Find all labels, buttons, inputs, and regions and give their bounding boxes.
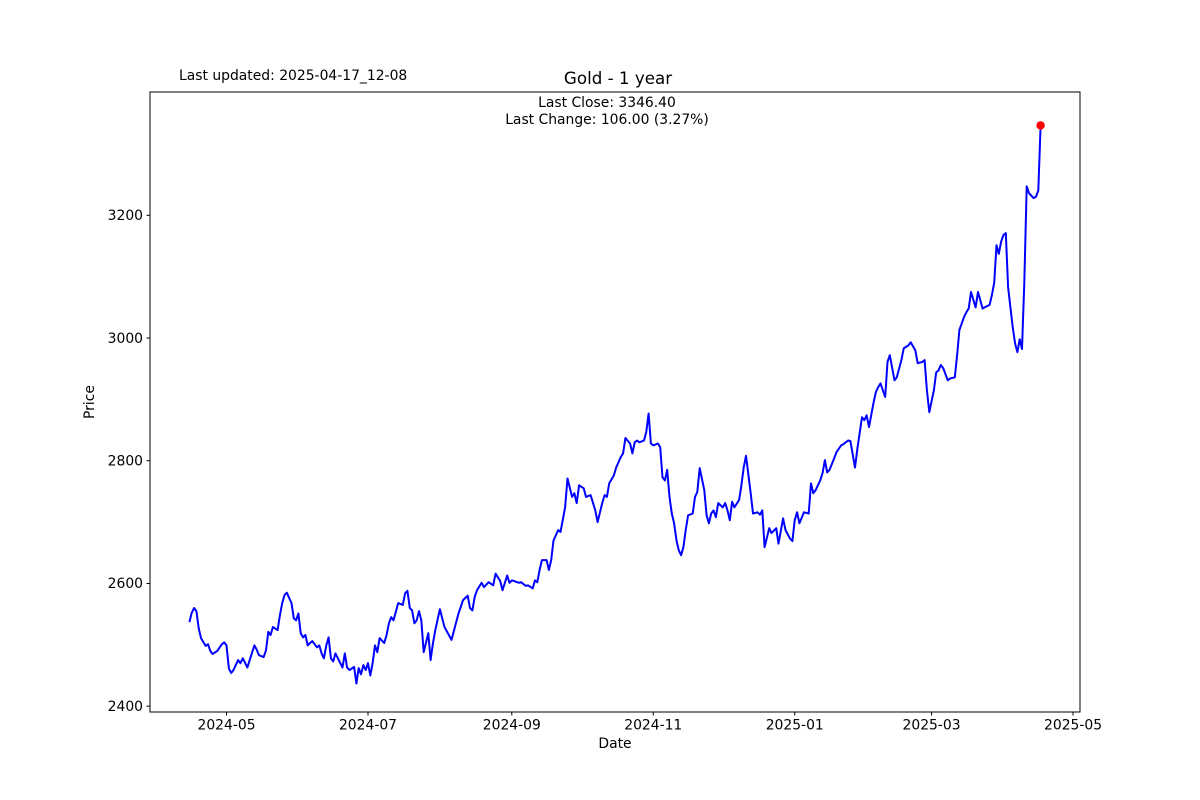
last-updated-text: Last updated: 2025-04-17_12-08 (179, 68, 408, 84)
y-tick-label: 2800 (108, 454, 143, 470)
y-tick-label: 3000 (108, 331, 143, 347)
last-close-annotation: Last Close: 3346.40 Last Change: 106.00 … (140, 95, 1074, 130)
x-axis-label: Date (598, 736, 632, 752)
price-line (188, 125, 1042, 685)
x-tick-label: 2025-01 (766, 718, 824, 734)
annotation-last-change: Last Change: 106.00 (3.27%) (505, 112, 709, 129)
x-tick-label: 2024-07 (339, 718, 397, 734)
y-tick-label: 2600 (108, 576, 143, 592)
x-tick-label: 2024-05 (198, 718, 256, 734)
x-tick-label: 2025-05 (1044, 718, 1102, 734)
x-tick-label: 2024-09 (483, 718, 541, 734)
annotation-last-close: Last Close: 3346.40 (538, 95, 676, 111)
axes-border (149, 91, 1081, 713)
x-tick-label: 2025-03 (903, 718, 961, 734)
y-tick-label: 3200 (108, 208, 143, 224)
x-tick-label: 2024-11 (624, 718, 682, 734)
last-point-marker (1036, 121, 1045, 130)
y-tick-label: 2400 (108, 699, 143, 715)
chart-title: Gold - 1 year (563, 68, 673, 88)
